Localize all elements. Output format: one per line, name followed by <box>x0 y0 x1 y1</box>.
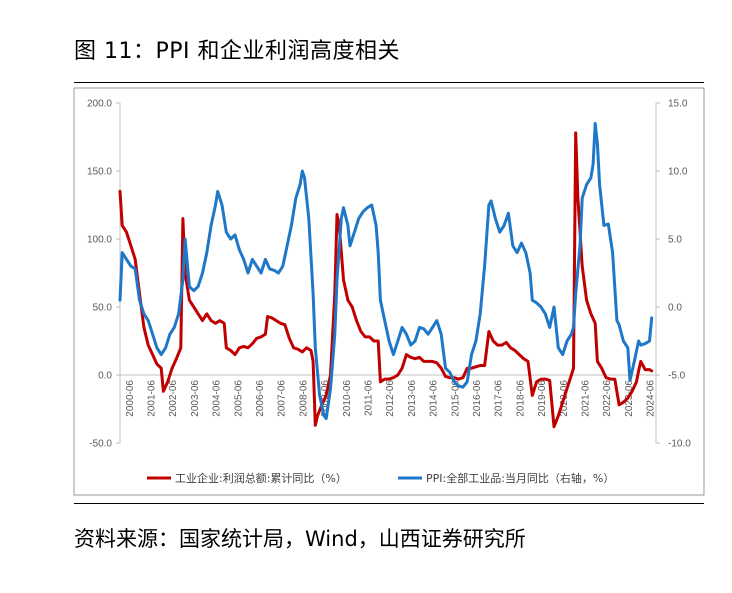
left-tick-label: 100.0 <box>87 235 112 246</box>
x-tick-label: 2004-06 <box>212 380 223 417</box>
title-rule <box>74 82 704 83</box>
x-tick-label: 2016-06 <box>472 380 483 417</box>
x-tick-label: 2000-06 <box>125 380 136 417</box>
source-note: 资料来源：国家统计局，Wind，山西证券研究所 <box>74 527 526 551</box>
x-tick-label: 2017-06 <box>494 380 505 417</box>
left-tick-label: 200.0 <box>87 99 112 110</box>
chart-frame <box>73 87 705 496</box>
right-tick-label: 0.0 <box>668 303 682 314</box>
x-tick-label: 2005-06 <box>233 380 244 417</box>
x-tick-label: 2006-06 <box>255 380 266 417</box>
x-tick-label: 2018-06 <box>515 380 526 417</box>
ppi-profit-chart: 200.0 150.0 100.0 50.0 0.0 -50.0 15.0 10.0 5.0 0… <box>73 87 705 496</box>
x-tick-label: 2014-06 <box>429 380 440 417</box>
x-tick-label: 2003-06 <box>190 380 201 417</box>
x-tick-label: 2019-06 <box>537 380 548 417</box>
right-tick-label: -10.0 <box>668 439 691 450</box>
x-tick-label: 2001-06 <box>146 380 157 417</box>
x-tick-label: 2010-06 <box>342 380 353 417</box>
right-tick-label: -5.0 <box>668 371 686 382</box>
left-tick-label: 50.0 <box>93 303 113 314</box>
x-tick-label: 2002-06 <box>168 380 179 417</box>
profit-series-line <box>118 131 654 429</box>
figure-title: 图 11：PPI 和企业利润高度相关 <box>74 39 401 64</box>
left-tick-label: 150.0 <box>87 167 112 178</box>
bottom-rule <box>74 503 704 504</box>
x-tick-label: 2008-06 <box>298 380 309 417</box>
legend-label-ppi: PPI:全部工业品:当月同比（右轴，%） <box>426 471 614 485</box>
left-tick-label: 0.0 <box>98 371 112 382</box>
ppi-series-line <box>118 121 654 420</box>
x-tick-label: 2012-06 <box>385 380 396 417</box>
x-tick-label: 2015-06 <box>450 380 461 417</box>
legend-label-profit: 工业企业:利润总额:累计同比（%） <box>175 471 347 485</box>
x-tick-label: 2013-06 <box>407 380 418 417</box>
x-tick-label: 2007-06 <box>277 380 288 417</box>
right-tick-label: 5.0 <box>668 235 682 246</box>
right-tick-label: 10.0 <box>668 167 688 178</box>
x-tick-label: 2022-06 <box>602 380 613 417</box>
x-tick-label: 2011-06 <box>363 380 374 416</box>
legend: 工业企业:利润总额:累计同比（%） PPI:全部工业品:当月同比（右轴，%） <box>147 471 614 485</box>
x-tick-label: 2021-06 <box>580 380 591 417</box>
right-tick-label: 15.0 <box>668 99 688 110</box>
x-tick-label: 2024-06 <box>646 380 657 417</box>
left-tick-label: -50.0 <box>89 439 112 450</box>
